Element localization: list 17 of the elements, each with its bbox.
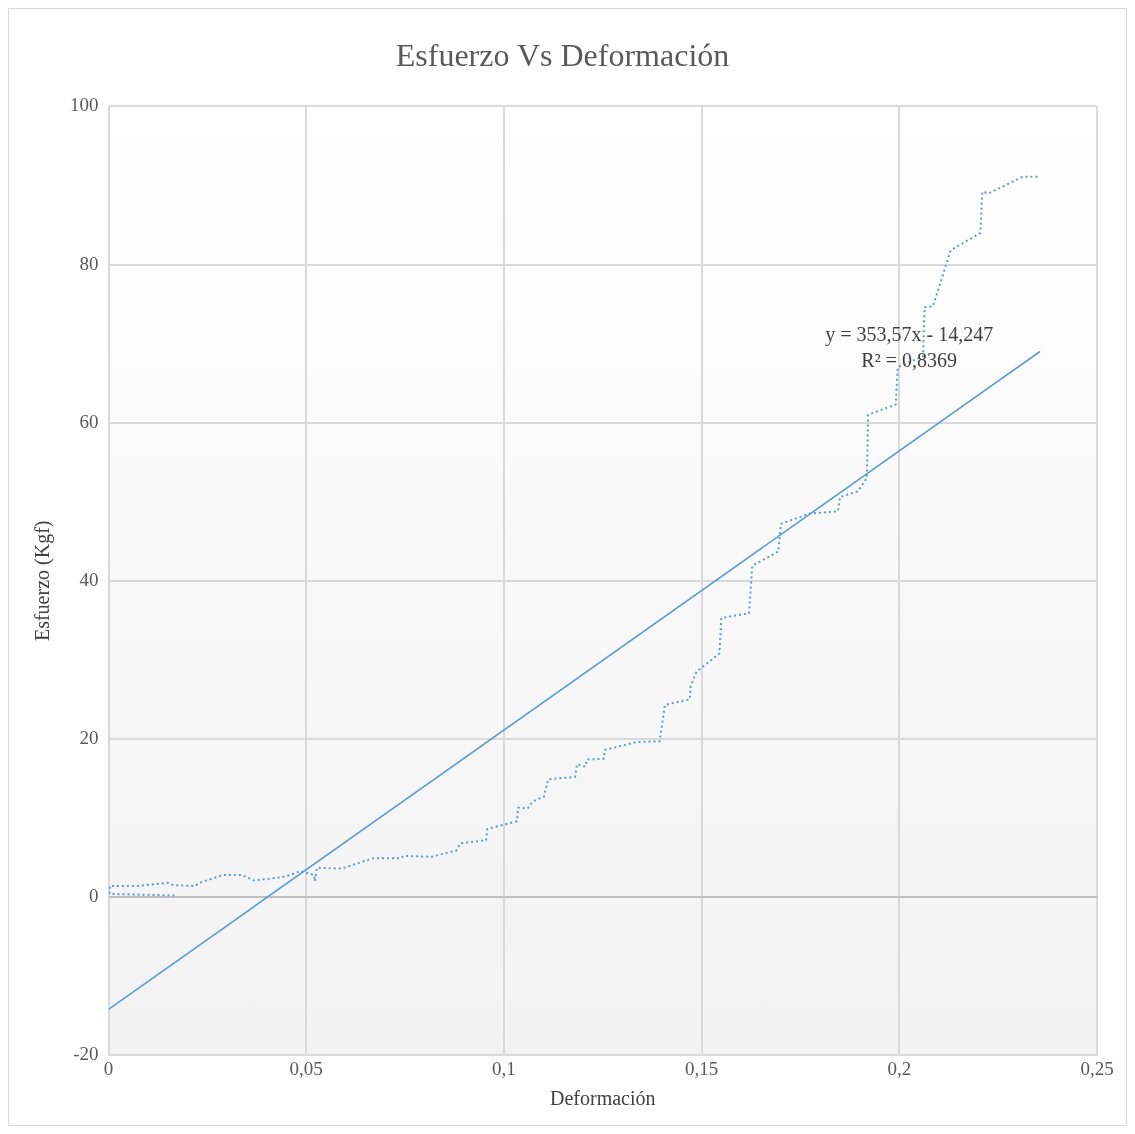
y-tick-label: 80 [79, 252, 99, 274]
y-tick-label: 20 [79, 726, 99, 748]
x-tick-label: 0,05 [289, 1057, 323, 1079]
annotation: y = 353,57x - 14,247 [825, 322, 994, 346]
x-tick-label: 0,15 [684, 1057, 719, 1079]
y-tick-label: 0 [89, 885, 99, 907]
y-tick-label: 60 [79, 410, 99, 432]
x-tick-label: 0,25 [1080, 1057, 1114, 1079]
y-axis-title: Esfuerzo (Kgf) [31, 520, 55, 642]
y-tick-label: 40 [79, 568, 99, 590]
y-tick-label: 100 [70, 94, 99, 116]
x-tick-label: 0,2 [887, 1057, 912, 1079]
y-tick-label: -20 [73, 1043, 99, 1065]
x-axis-title: Deformación [549, 1087, 656, 1110]
x-tick-label: 0,1 [492, 1057, 516, 1079]
chart-title: Esfuerzo Vs Deformación [395, 36, 730, 73]
x-tick-label: 0 [103, 1057, 114, 1079]
